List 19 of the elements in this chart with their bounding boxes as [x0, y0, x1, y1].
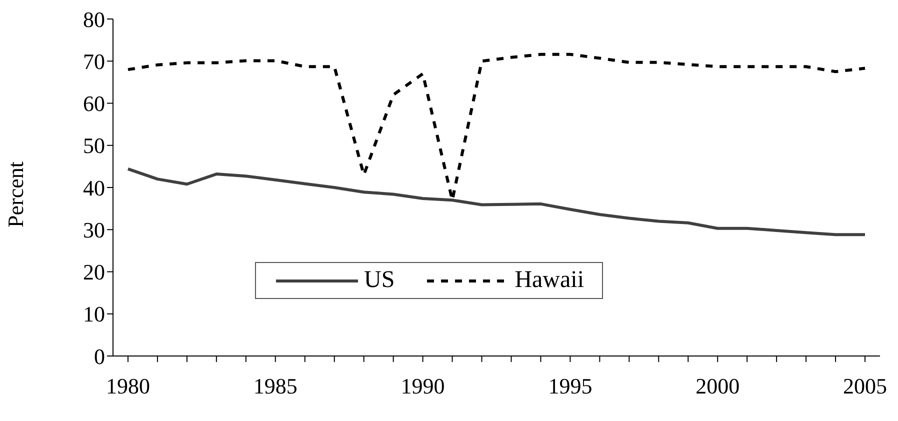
legend-label: Hawaii: [514, 267, 584, 294]
y-tick-label: 30: [83, 217, 105, 242]
x-tick-label: 2005: [843, 374, 887, 399]
x-tick-label: 1980: [106, 374, 150, 399]
y-tick-label: 10: [83, 302, 105, 327]
y-tick-label: 60: [83, 91, 105, 116]
y-tick-label: 50: [83, 133, 105, 158]
x-tick-label: 1985: [253, 374, 298, 399]
x-tick-label: 1990: [400, 374, 445, 399]
y-tick-label: 0: [94, 344, 105, 369]
y-tick-label: 70: [83, 48, 105, 74]
y-axis-title: Percent: [2, 162, 28, 228]
x-tick-label: 2000: [696, 374, 740, 399]
y-tick-label: 20: [83, 260, 105, 285]
legend-label: US: [364, 267, 395, 294]
y-tick-label: 40: [83, 175, 105, 200]
y-tick-label: 80: [83, 6, 105, 32]
line-series: [126, 167, 866, 236]
x-tick-label: 1995: [548, 374, 592, 399]
